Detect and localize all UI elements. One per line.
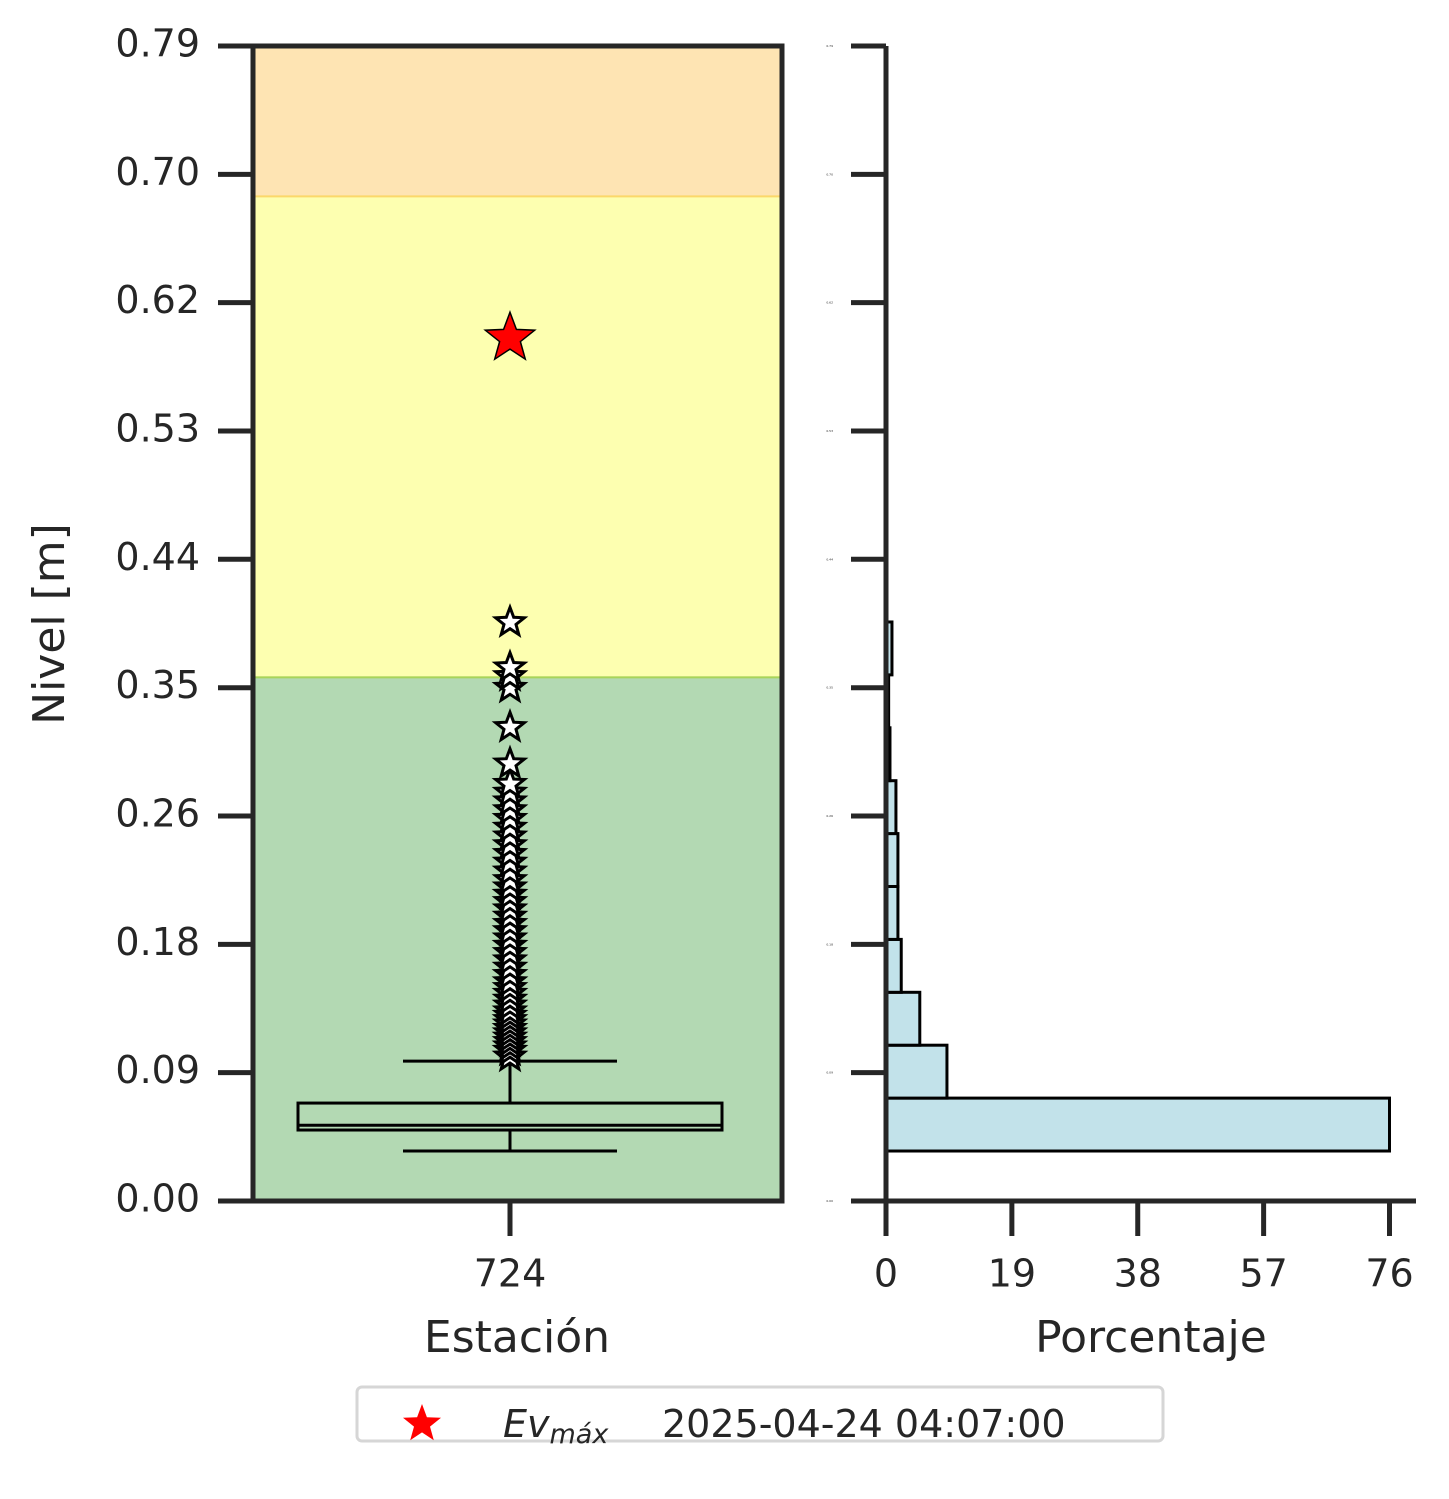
band: [253, 46, 782, 196]
outlier: [491, 648, 529, 684]
outlier: [491, 668, 529, 704]
x-axis-label: Porcentaje: [1035, 1312, 1267, 1363]
y-tick-label: 0.44: [826, 557, 833, 561]
box: [296, 1101, 724, 1132]
y-tick-label: 0.26: [826, 814, 833, 818]
legend-marker: [403, 1404, 441, 1441]
max-event: [483, 310, 537, 361]
y-tick-label: 0.44: [115, 535, 200, 579]
outlier: [491, 744, 529, 780]
x-tick-label: 724: [474, 1252, 547, 1296]
x-tick-label: 0: [874, 1252, 898, 1296]
y-tick-label: 0.70: [826, 172, 833, 176]
y-tick-label: 0.00: [826, 1199, 833, 1203]
band: [253, 195, 782, 677]
y-tick-label: 0.53: [115, 407, 200, 451]
y-tick-label: 0.26: [115, 791, 200, 835]
plot-frame: [250, 43, 785, 1204]
y-tick-label: 0.09: [115, 1048, 200, 1092]
histogram-bar: [884, 1096, 1391, 1153]
y-tick-label: 0.70: [115, 150, 200, 194]
outlier: [491, 708, 529, 743]
y-axis-label: Nivel [m]: [24, 523, 75, 725]
y-tick-label: 0.09: [826, 1071, 833, 1075]
outlier: [491, 764, 529, 800]
legend-date: 2025-04-24 04:07:00: [662, 1402, 1066, 1446]
x-tick-label: 38: [1114, 1252, 1162, 1296]
x-axis-label: Estación: [424, 1312, 610, 1363]
legend-label: Evmáx 2025-04-24 04:07:00: [503, 1402, 1066, 1450]
x-tick-label: 76: [1365, 1252, 1413, 1296]
legend-label-main: Ev: [503, 1402, 550, 1446]
x-tick-label: 57: [1239, 1252, 1287, 1296]
outlier: [491, 603, 529, 638]
y-tick-label: 0.35: [826, 686, 833, 690]
y-tick-label: 0.35: [115, 663, 200, 707]
y-tick-label: 0.79: [826, 44, 833, 48]
legend-label-sub: máx: [550, 1419, 610, 1450]
y-tick-label: 0.62: [826, 301, 833, 305]
histogram-bar: [884, 990, 922, 1047]
y-tick-label: 0.62: [115, 278, 200, 322]
histogram-bar: [884, 1043, 949, 1100]
y-tick-label: 0.18: [115, 920, 200, 964]
y-tick-label: 0.18: [826, 942, 833, 946]
y-tick-label: 0.53: [826, 429, 833, 433]
y-tick-label: 0.79: [115, 22, 200, 66]
x-tick-label: 19: [988, 1252, 1036, 1296]
legend: [355, 1385, 1165, 1443]
y-tick-label: 0.00: [115, 1177, 200, 1221]
